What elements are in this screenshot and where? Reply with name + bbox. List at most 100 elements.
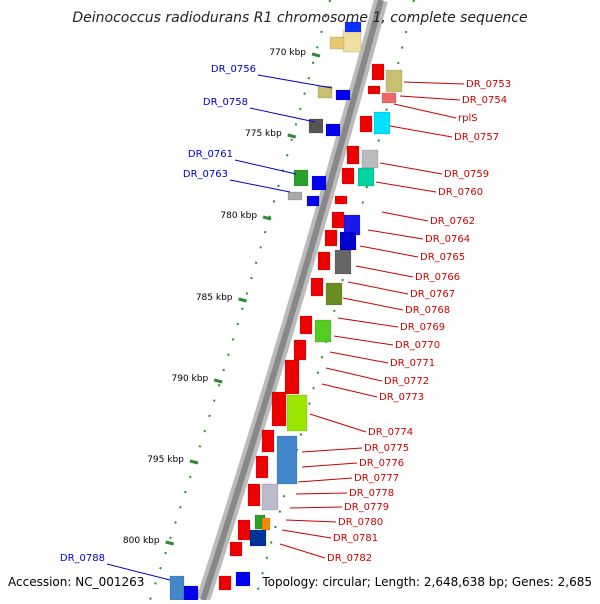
gene-block [385, 69, 403, 93]
reverse-leader-line [321, 383, 378, 398]
reverse-gene-label: DR_0771 [390, 358, 435, 369]
reverse-gene-label: DR_0779 [344, 502, 389, 513]
scale-label: 790 kbp [172, 374, 209, 384]
reverse-leader-line [289, 506, 343, 509]
reverse-gene-label: DR_0754 [462, 95, 507, 106]
reverse-leader-line [301, 447, 363, 453]
forward-gene-label: DR_0763 [183, 169, 228, 180]
reverse-leader-line [355, 265, 414, 278]
reverse-gene-label: DR_0772 [384, 376, 429, 387]
scale-tick [311, 52, 321, 58]
gene-block [310, 277, 324, 297]
reverse-gene-label: rplS [458, 113, 478, 124]
scale-label: 795 kbp [147, 455, 184, 465]
reverse-gene-label: DR_0759 [444, 169, 489, 180]
forward-leader-line [234, 159, 297, 175]
gene-block [229, 541, 243, 557]
gene-block [359, 115, 373, 133]
gene-block [247, 483, 261, 507]
reverse-leader-line [301, 462, 358, 468]
gene-block [344, 21, 362, 33]
reverse-gene-label: DR_0765 [420, 252, 465, 263]
gene-block [284, 359, 300, 395]
gene-block [325, 282, 343, 306]
gene-block [342, 29, 362, 53]
gene-block [341, 167, 355, 185]
reverse-gene-label: DR_0766 [415, 272, 460, 283]
forward-gene-label: DR_0761 [188, 149, 233, 160]
scale-tick [165, 540, 174, 546]
reverse-leader-line [295, 492, 348, 495]
reverse-gene-label: DR_0780 [338, 517, 383, 528]
reverse-leader-line [393, 103, 457, 119]
gene-block [306, 195, 320, 207]
reverse-gene-label: DR_0773 [379, 392, 424, 403]
gene-block [218, 575, 232, 591]
reverse-gene-label: DR_0776 [359, 458, 404, 469]
gene-block [308, 118, 324, 134]
scale-tick [189, 459, 199, 465]
backbone-line [200, 0, 384, 601]
gene-block [329, 36, 345, 50]
gene-block [183, 585, 199, 601]
reverse-gene-label: DR_0777 [354, 473, 399, 484]
gene-block [357, 167, 375, 187]
reverse-leader-line [367, 229, 424, 240]
map-title: Deinococcus radiodurans R1 chromosome 1,… [72, 10, 528, 26]
gene-block [371, 63, 385, 81]
reverse-leader-line [279, 543, 326, 559]
gene-block [235, 571, 251, 587]
gene-block [367, 85, 381, 95]
reverse-leader-line [329, 351, 389, 364]
reverse-leader-line [381, 211, 429, 222]
gene-block [334, 195, 348, 205]
gene-block [276, 435, 298, 485]
gene-block [314, 319, 332, 343]
scale-ticks: 770 kbp 775 kbp 780 kbp 785 kbp 790 kbp 795 k… [123, 0, 331, 601]
forward-gene-label: DR_0788 [60, 553, 105, 564]
gene-block [261, 483, 279, 511]
reverse-leader-line [347, 281, 409, 295]
gene-block [339, 231, 357, 251]
scale-label: 785 kbp [196, 293, 233, 303]
forward-leader-line [257, 74, 333, 89]
scale-tick [213, 378, 223, 384]
gene-block [346, 145, 360, 165]
scale-tick [287, 133, 297, 139]
reverse-gene-label: DR_0768 [405, 305, 450, 316]
reverse-gene-label: DR_0769 [400, 322, 445, 333]
reverse-leader-line [403, 81, 465, 85]
gene-block [299, 315, 313, 335]
reverse-gene-label: DR_0781 [333, 533, 378, 544]
gene-block [271, 391, 287, 427]
scale-label: 770 kbp [269, 48, 306, 58]
gene-block [361, 149, 379, 169]
reverse-leader-line [297, 477, 353, 483]
gene-block [381, 92, 397, 104]
scale-label: 780 kbp [220, 211, 257, 221]
reverse-gene-label: DR_0760 [438, 187, 483, 198]
reverse-gene-label: DR_0757 [454, 132, 499, 143]
gene-block [325, 123, 341, 137]
scale-tick [238, 297, 247, 303]
gene-block [261, 517, 271, 531]
chromosome-backbone [196, 0, 415, 603]
gene-block [286, 394, 308, 432]
scale-label: 800 kbp [123, 536, 160, 546]
reverse-leader-line [375, 181, 437, 193]
scale-tick [262, 215, 272, 221]
forward-leader-line [106, 563, 171, 581]
reverse-leader-line [309, 413, 367, 433]
gene-block [324, 229, 338, 247]
gene-block [317, 251, 331, 271]
forward-leader-line [249, 107, 316, 123]
reverse-leader-line [379, 162, 443, 175]
reverse-leader-line [281, 529, 332, 539]
gene-block [311, 175, 327, 191]
gene-features [169, 21, 403, 601]
gene-block [169, 575, 185, 601]
accession-text: Accession: NC_001263 [8, 575, 145, 589]
reverse-leader-line [337, 317, 399, 328]
